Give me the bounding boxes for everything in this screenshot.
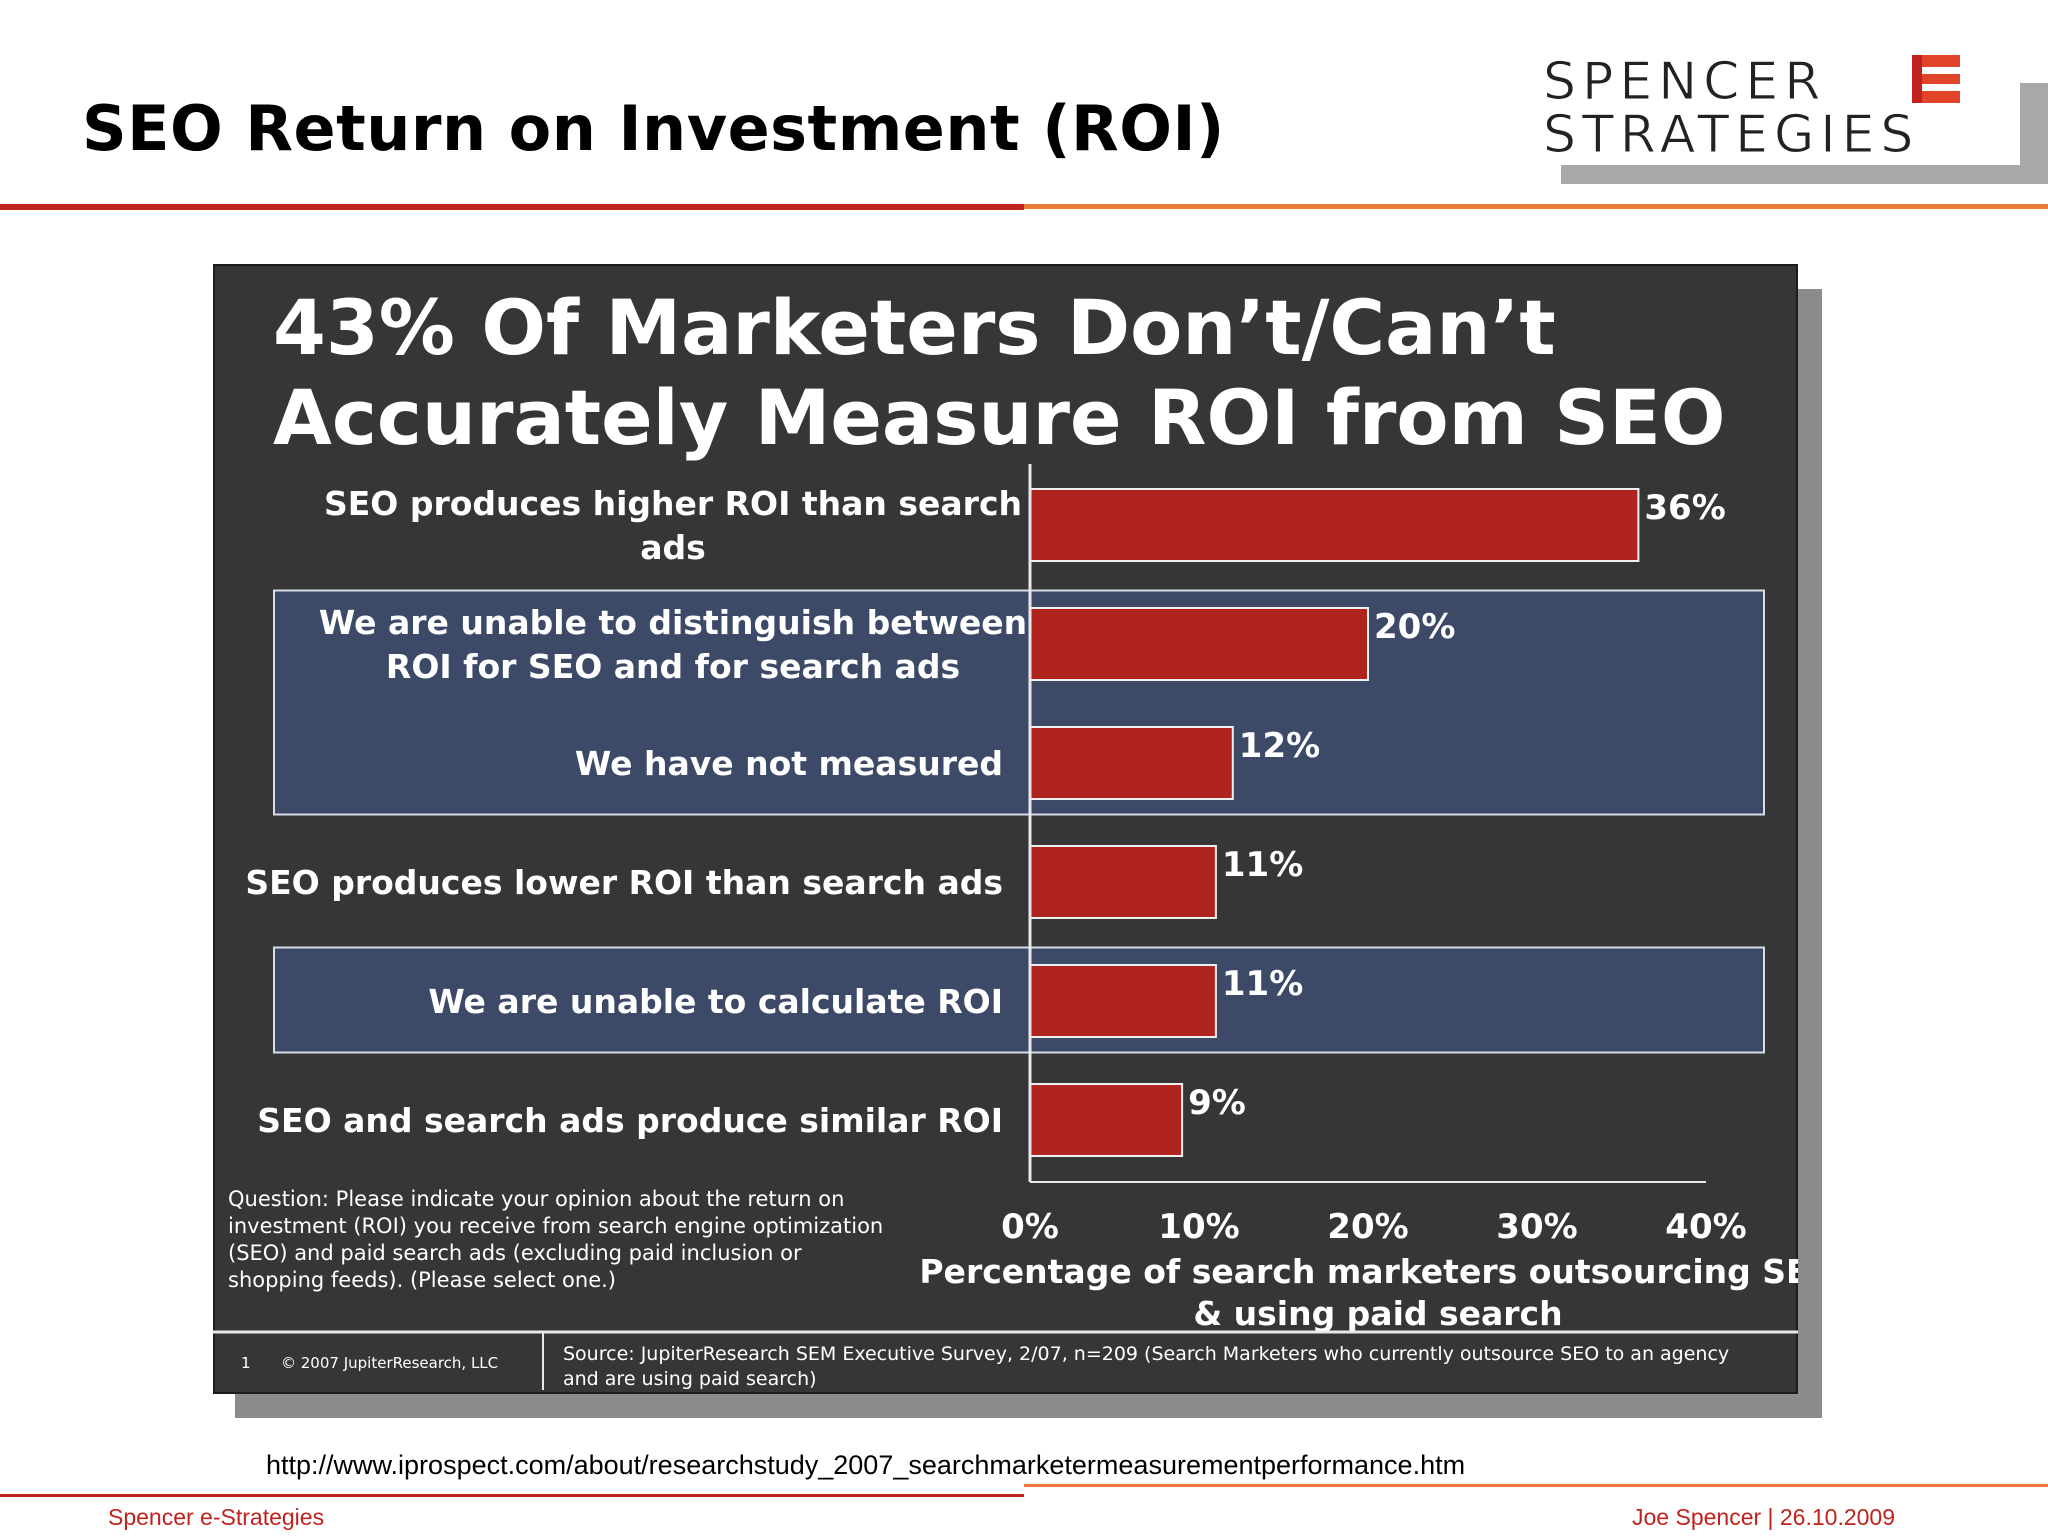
footer-rule-red (0, 1494, 1024, 1497)
category-label: We are unable to calculate ROI (428, 982, 1003, 1021)
highlight-box-1 (273, 589, 1765, 816)
x-axis-label-line1: Percentage of search marketers outsourci… (919, 1252, 1798, 1291)
bar (1029, 845, 1217, 919)
bar (1029, 726, 1234, 800)
bar-value-label: 11% (1222, 964, 1303, 1004)
source-text-line: Source: JupiterResearch SEM Executive Su… (563, 1343, 1729, 1365)
x-tick-label: 40% (1665, 1207, 1746, 1247)
survey-question-line: investment (ROI) you receive from search… (228, 1214, 883, 1238)
roi-bar-chart: 43% Of Marketers Don’t/Can’t Accurately … (213, 283, 1798, 1390)
copyright-text: © 2007 JupiterResearch, LLC (281, 1354, 498, 1372)
category-label: We are unable to distinguish between (319, 603, 1027, 642)
x-tick-label: 0% (1001, 1207, 1059, 1247)
chart-title-line1: 43% Of Marketers Don’t/Can’t (273, 283, 1556, 372)
highlight-box-2 (273, 946, 1765, 1054)
bar (1029, 488, 1640, 562)
footer-company: Spencer e-Strategies (108, 1504, 325, 1530)
x-tick-label: 10% (1158, 1207, 1239, 1247)
chart-panel (213, 264, 1798, 1394)
bar-value-label: 12% (1239, 726, 1320, 766)
source-url[interactable]: http://www.iprospect.com/about/researchs… (266, 1450, 1466, 1480)
logo-text-spencer: SPENCER (1542, 52, 1827, 112)
bar-value-label: 20% (1374, 607, 1455, 647)
bar-value-label: 36% (1644, 488, 1725, 528)
category-label: ads (640, 528, 706, 567)
category-label: SEO produces lower ROI than search ads (245, 863, 1003, 902)
survey-question-line: Question: Please indicate your opinion a… (228, 1187, 844, 1211)
chart-title-line2: Accurately Measure ROI from SEO (273, 373, 1726, 462)
x-axis-label-line2: & using paid search (1193, 1294, 1562, 1333)
bar (1029, 964, 1217, 1038)
page-number: 1 (241, 1354, 251, 1372)
category-label: SEO produces higher ROI than search (324, 484, 1022, 523)
slide-title: SEO Return on Investment (ROI) (82, 92, 1225, 165)
bar (1029, 1083, 1184, 1157)
x-tick-label: 30% (1496, 1207, 1577, 1247)
bar-value-label: 11% (1222, 845, 1303, 885)
source-text-line: and are using paid search) (563, 1368, 817, 1390)
category-label: We have not measured (575, 744, 1003, 783)
header-rule-orange (1024, 204, 2048, 209)
footer-author-date: Joe Spencer | 26.10.2009 (1632, 1504, 1896, 1530)
survey-question-line: shopping feeds). (Please select one.) (228, 1268, 616, 1292)
category-label: SEO and search ads produce similar ROI (257, 1101, 1003, 1140)
logo-text-strategies: STRATEGIES (1542, 105, 1920, 165)
x-tick-label: 20% (1327, 1207, 1408, 1247)
survey-question-line: (SEO) and paid search ads (excluding pai… (228, 1241, 802, 1265)
bar-value-label: 9% (1188, 1083, 1246, 1123)
footer-rule-orange (1024, 1484, 2048, 1487)
logo-e-icon (1912, 55, 1960, 103)
header-rule-red (0, 204, 1024, 210)
category-label: ROI for SEO and for search ads (386, 647, 960, 686)
bar (1029, 607, 1369, 681)
